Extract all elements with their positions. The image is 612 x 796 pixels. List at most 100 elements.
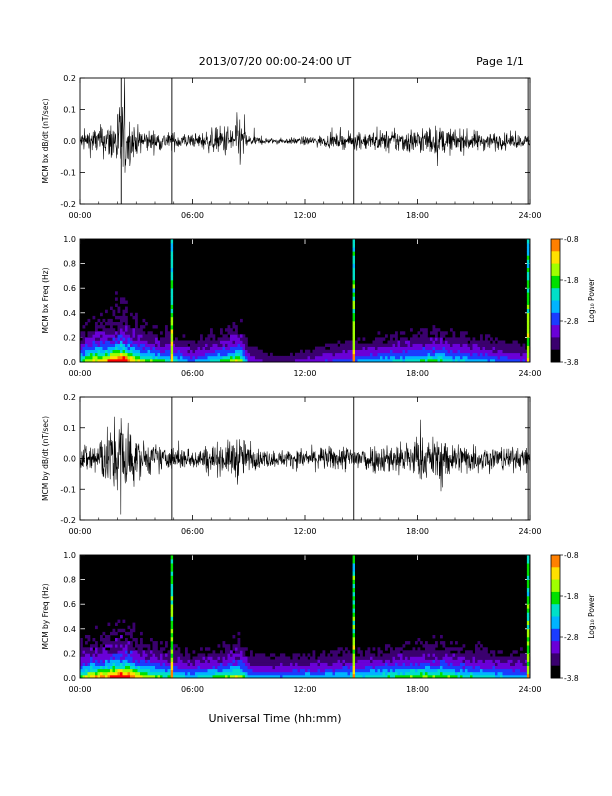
y-tick-label: 0.6	[63, 600, 76, 609]
spectrogram-cell	[137, 349, 141, 354]
spectrogram-cell	[150, 671, 153, 676]
spectrogram-cell	[227, 665, 231, 670]
spectrogram-cell	[345, 358, 348, 363]
spectrogram-cell	[142, 668, 146, 673]
spectrogram-cell	[267, 671, 271, 676]
spectrogram-cell	[437, 337, 441, 341]
spectrogram-cell	[125, 656, 128, 660]
spectrogram-cell	[132, 671, 136, 676]
spectrogram-cell	[200, 662, 203, 666]
spectrogram-cell	[167, 674, 171, 679]
spectrogram-cell	[247, 656, 251, 660]
spectrogram-cell	[502, 656, 506, 660]
y-tick-label: 1.0	[63, 235, 76, 244]
spectrogram-cell	[382, 653, 386, 657]
colorbar-swatch	[551, 579, 560, 583]
spectrogram-cell	[432, 650, 436, 654]
spectrogram-cell	[220, 352, 223, 357]
spectrogram-cell	[345, 662, 348, 666]
broadband-line	[352, 649, 355, 654]
spectrogram-cell	[117, 644, 121, 648]
spectrogram-cell	[235, 334, 238, 338]
spectrogram-cell	[132, 340, 136, 344]
spectrogram-cell	[112, 352, 116, 357]
spectrogram-cell	[380, 671, 383, 676]
spectrogram-cell	[140, 355, 143, 360]
spectrogram-cell	[97, 340, 101, 344]
spectrogram-cell	[440, 635, 443, 639]
spectrogram-cell	[185, 674, 188, 679]
spectrogram-cell	[425, 352, 428, 357]
spectrogram-cell	[485, 662, 488, 666]
spectrogram-cell	[412, 662, 416, 666]
spectrogram-cell	[102, 650, 106, 654]
spectrogram-cell	[107, 644, 111, 648]
spectrogram-cell	[110, 662, 113, 666]
spectrogram-cell	[120, 297, 123, 301]
colorbar-swatch	[551, 669, 560, 673]
spectrogram-cell	[252, 674, 256, 679]
spectrogram-cell	[492, 668, 496, 673]
spectrogram-cell	[380, 656, 383, 660]
spectrogram-cell	[117, 306, 121, 310]
spectrogram-cell	[122, 318, 126, 323]
colorbar-swatch	[551, 316, 560, 320]
spectrogram-cell	[107, 650, 111, 654]
spectrogram-cell	[345, 346, 348, 350]
spectrogram-cell	[87, 355, 91, 360]
colorbar-swatch	[551, 249, 560, 252]
spectrogram-cell	[517, 355, 521, 360]
spectrogram-cell	[212, 337, 216, 341]
spectrogram-cell	[150, 358, 153, 363]
spectrogram-cell	[95, 653, 98, 657]
spectrogram-cell	[227, 650, 231, 654]
spectrogram-cell	[360, 349, 363, 354]
colorbar-swatch	[551, 269, 560, 273]
spectrogram-cell	[132, 650, 136, 654]
spectrogram-cell	[242, 340, 246, 344]
spectrogram-cell	[247, 346, 251, 350]
spectrogram-cell	[235, 331, 238, 335]
spectrogram-cell	[122, 641, 126, 645]
spectrogram-cell	[212, 346, 216, 350]
spectrogram-cell	[492, 343, 496, 347]
colorbar-swatch	[551, 300, 560, 303]
spectrogram-cell	[337, 355, 341, 360]
spectrogram-cell	[292, 671, 296, 676]
spectrogram-cell	[415, 650, 418, 654]
spectrogram-cell	[135, 331, 138, 335]
spectrogram-cell	[92, 662, 96, 666]
colorbar-swatch	[551, 628, 560, 632]
broadband-line	[526, 308, 530, 314]
spectrogram-cell	[275, 668, 278, 673]
spectrogram-cell	[210, 662, 213, 666]
spectrogram-cell	[487, 355, 491, 360]
spectrogram-cell	[472, 337, 476, 341]
spectrogram-cell	[177, 352, 181, 357]
spectrogram-cell	[82, 352, 86, 357]
spectrogram-cell	[95, 625, 98, 630]
spectrogram-cell	[377, 349, 381, 354]
spectrogram-cell	[175, 352, 178, 357]
spectrogram-cell	[115, 331, 118, 335]
colorbar-swatch	[551, 284, 560, 287]
spectrogram-cell	[207, 671, 211, 676]
spectrogram-cell	[435, 659, 438, 663]
broadband-line	[170, 329, 174, 334]
spectrogram-cell	[502, 662, 506, 666]
spectrogram-cell	[230, 346, 233, 350]
spectrogram-cell	[430, 653, 433, 657]
spectrogram-cell	[482, 358, 486, 363]
spectrogram-cell	[382, 656, 386, 660]
spectrogram-cell	[370, 668, 373, 673]
spectrogram-cell	[80, 358, 83, 363]
spectrogram-cell	[517, 358, 521, 363]
spectrogram-cell	[500, 671, 503, 676]
spectrogram-cell	[235, 662, 238, 666]
spectrogram-cell	[515, 662, 518, 666]
spectrogram-cell	[202, 653, 206, 657]
spectrogram-cell	[442, 650, 446, 654]
colorbar-swatch	[551, 331, 560, 334]
spectrogram-cell	[232, 644, 236, 648]
spectrogram-cell	[320, 653, 323, 657]
